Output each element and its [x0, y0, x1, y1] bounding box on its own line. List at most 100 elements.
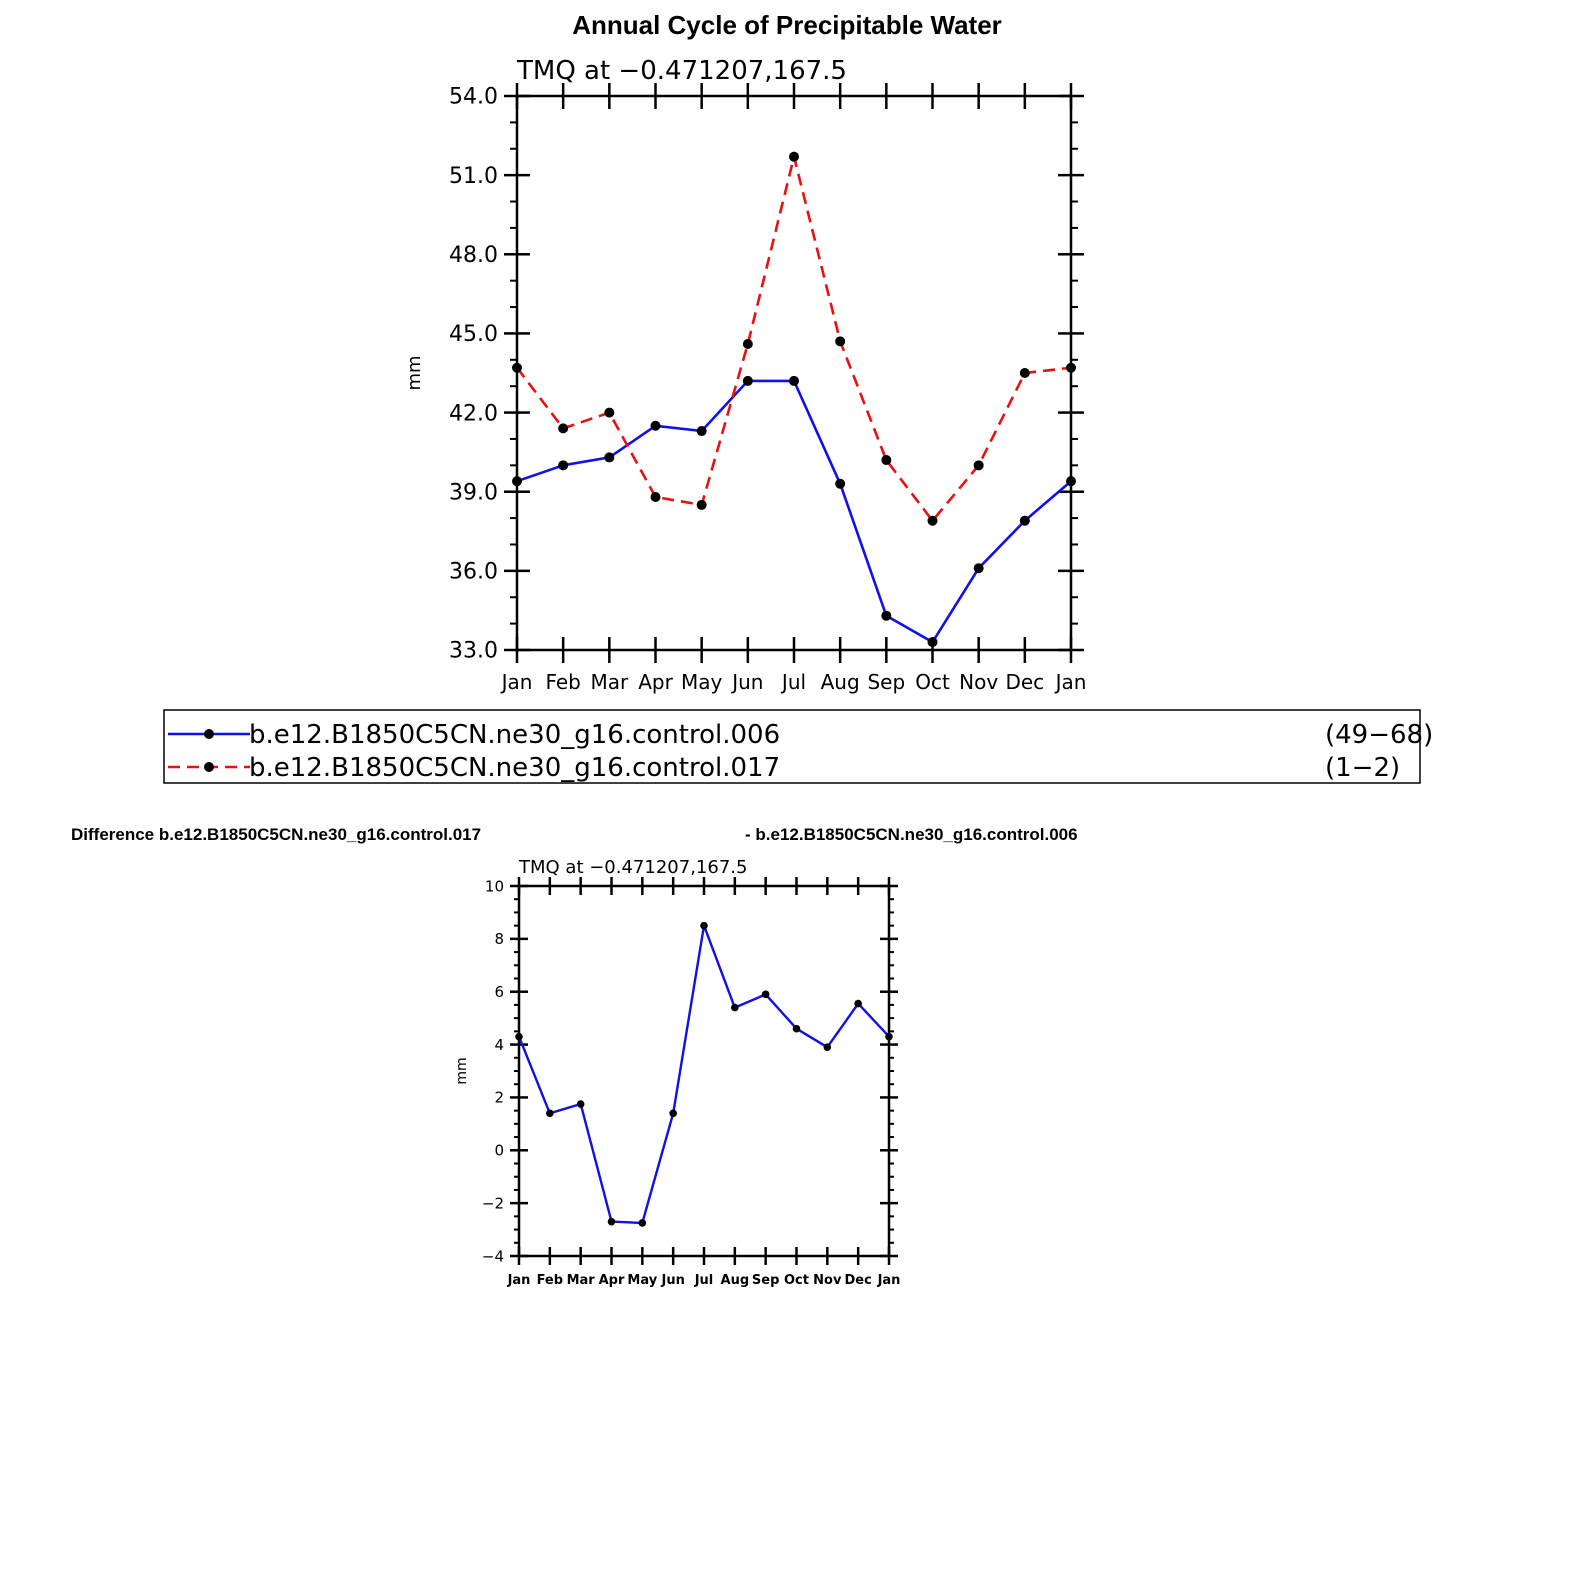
data-point: [854, 999, 862, 1008]
legend-range-2: (1−2): [1325, 753, 1400, 783]
x-tick-label: Nov: [813, 1273, 842, 1288]
y-tick-label: 36.0: [449, 560, 498, 585]
y-axis-label: mm: [404, 355, 425, 390]
data-point: [604, 407, 615, 418]
x-tick-label: Mar: [590, 670, 629, 694]
y-tick-label: 54.0: [449, 85, 498, 110]
data-point: [546, 1109, 554, 1118]
data-point: [604, 452, 615, 463]
x-tick-label: Jan: [1054, 670, 1087, 694]
data-point: [973, 563, 984, 574]
data-point: [885, 1032, 893, 1041]
x-tick-label: Sep: [752, 1273, 780, 1288]
data-point: [789, 375, 799, 386]
data-point: [789, 151, 799, 162]
data-point: [742, 375, 753, 386]
y-tick-label: 0: [494, 1142, 504, 1160]
plot-frame: [517, 884, 891, 1258]
x-tick-label: Feb: [545, 670, 580, 694]
x-tick-label: Jan: [500, 670, 533, 694]
x-tick-label: May: [681, 670, 723, 694]
x-tick-label: Oct: [784, 1273, 809, 1288]
data-point: [1019, 515, 1030, 526]
x-tick-label: Mar: [567, 1273, 596, 1288]
data-point: [696, 426, 707, 437]
data-point: [607, 1217, 616, 1226]
x-tick-label: Jan: [507, 1273, 531, 1288]
data-point: [835, 336, 846, 347]
data-point: [512, 362, 522, 373]
chart-subtitle: TMQ at −0.471207,167.5: [516, 56, 847, 86]
legend-box: [163, 709, 1421, 784]
plot-frame: [515, 94, 1073, 652]
data-point: [558, 460, 569, 471]
data-point: [973, 460, 984, 471]
x-tick-label: Aug: [821, 670, 860, 694]
data-point: [512, 476, 522, 487]
x-tick-label: Feb: [537, 1273, 563, 1288]
data-point: [576, 1100, 585, 1108]
data-point: [638, 1219, 647, 1227]
data-point: [823, 1043, 832, 1052]
x-tick-label: Dec: [1005, 670, 1044, 694]
y-tick-label: 4: [494, 1036, 504, 1054]
x-tick-label: Nov: [959, 670, 998, 694]
data-point: [1019, 368, 1030, 378]
data-point: [927, 637, 938, 648]
legend: b.e12.B1850C5CN.ne30_g16.control.006 (49−…: [163, 709, 1433, 784]
data-point: [761, 990, 770, 999]
y-tick-label: 48.0: [449, 243, 498, 268]
legend-marker: [204, 762, 214, 772]
x-tick-label: Jul: [780, 670, 806, 694]
series-line-1: [516, 379, 1072, 644]
legend-range-1: (49−68): [1325, 720, 1433, 750]
figure-title: Annual Cycle of Precipitable Water: [572, 10, 1002, 40]
y-tick-label: 45.0: [449, 322, 498, 347]
x-tick-label: Jul: [694, 1273, 714, 1288]
data-point: [731, 1003, 739, 1012]
difference-chart: −4 −2 0 2 4 6 8 10 Jan Feb Mar Apr May Jun Jul Aug Sep Oc…: [454, 857, 900, 1288]
x-tick-label: Jan: [877, 1273, 901, 1288]
difference-title-right: - b.e12.B1850C5CN.ne30_g16.control.006: [745, 825, 1078, 844]
x-tick-label: Aug: [721, 1273, 750, 1288]
data-point: [881, 455, 892, 466]
data-point: [792, 1024, 801, 1033]
data-point: [650, 491, 661, 502]
x-tick-label: Apr: [638, 670, 673, 694]
chart-subtitle: TMQ at −0.471207,167.5: [518, 857, 747, 878]
y-tick-label: 10: [485, 877, 504, 895]
difference-title-left: Difference b.e12.B1850C5CN.ne30_g16.cont…: [71, 825, 481, 844]
data-point: [696, 499, 707, 510]
y-tick-label: 8: [494, 930, 504, 948]
y-tick-label: 39.0: [449, 480, 498, 505]
y-tick-label: −4: [482, 1247, 504, 1265]
legend-label-2: b.e12.B1850C5CN.ne30_g16.control.017: [249, 753, 780, 783]
data-point: [650, 420, 661, 431]
data-point: [927, 515, 938, 526]
y-tick-label: 2: [494, 1089, 504, 1107]
x-tick-label: Apr: [599, 1273, 625, 1288]
y-tick-label: −2: [482, 1194, 504, 1212]
y-tick-label: 6: [494, 983, 504, 1001]
y-tick-label: 51.0: [449, 164, 498, 189]
data-point: [700, 921, 708, 930]
data-point: [742, 338, 753, 349]
data-point: [1066, 476, 1076, 487]
data-point: [835, 478, 846, 489]
legend-label-1: b.e12.B1850C5CN.ne30_g16.control.006: [249, 720, 780, 750]
x-tick-label: Jun: [660, 1273, 684, 1288]
legend-marker: [204, 729, 214, 739]
x-tick-label: Sep: [867, 670, 905, 694]
data-point: [558, 423, 569, 434]
series-line-2: [515, 155, 1072, 523]
series-line-1: [517, 924, 890, 1225]
y-axis-label: mm: [454, 1057, 470, 1084]
data-point: [515, 1032, 523, 1041]
data-point: [669, 1109, 677, 1118]
data-point: [881, 610, 892, 621]
y-tick-label: 42.0: [449, 401, 498, 426]
x-tick-label: Dec: [845, 1273, 872, 1288]
x-tick-label: May: [627, 1273, 657, 1288]
x-tick-label: Oct: [915, 670, 950, 694]
